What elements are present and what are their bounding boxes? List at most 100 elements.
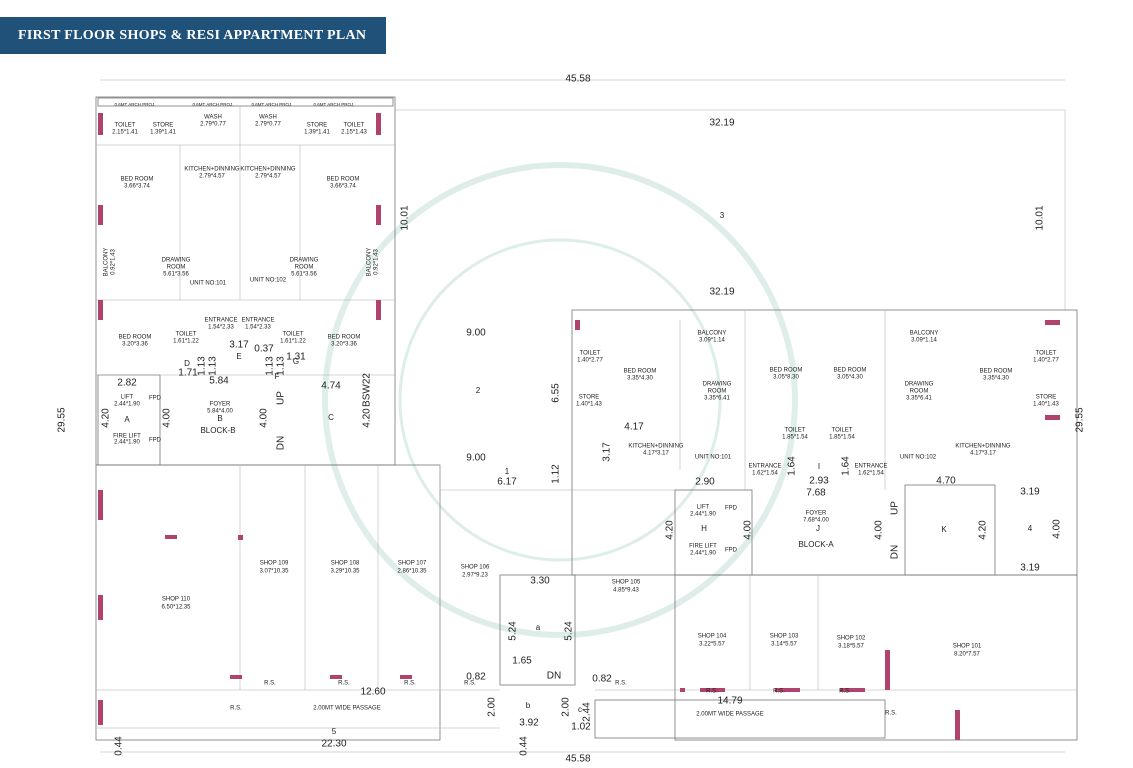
room-label: FPD <box>149 396 162 402</box>
dimension-label: 32.19 <box>709 287 734 298</box>
room-label: TOILET <box>344 123 365 129</box>
room-label: ROOM <box>295 265 314 271</box>
dimension-label: 3.92 <box>519 718 539 729</box>
dimension-label: 1.13 <box>265 356 276 376</box>
dimension-label: 45.58 <box>565 74 590 85</box>
zone-marker: 5 <box>332 727 337 736</box>
room-label: 1.39*1.41 <box>304 130 330 136</box>
dimension-label: UP <box>890 501 901 515</box>
room-label: 2.79*4.57 <box>199 174 225 180</box>
room-label: FIRE LIFT <box>689 544 717 550</box>
room-label: BLOCK-A <box>798 540 834 549</box>
dimension-label: DN <box>276 436 287 450</box>
wall-segment <box>98 595 103 620</box>
dimension-label: DN <box>890 545 901 559</box>
wall-segment <box>330 675 342 679</box>
dimension-label: 0.44 <box>519 736 530 756</box>
room-label: 1.40*2.77 <box>1033 358 1059 364</box>
wall <box>499 574 576 686</box>
zone-marker: 2 <box>476 386 481 395</box>
room-label: 3.14*5.57 <box>771 642 797 648</box>
room-label: TOILET <box>580 351 601 357</box>
room-label: BALCONY <box>104 248 110 277</box>
room-label: FIRE LIFT <box>113 434 141 440</box>
room-label: ROOM <box>708 389 727 395</box>
room-label: 1.62*1.54 <box>858 471 884 477</box>
dimension-label: 3.30 <box>530 576 550 587</box>
room-label: STORE <box>1036 395 1057 401</box>
dimension-label: 0.82 <box>466 672 486 683</box>
dimension-label: 0.37 <box>254 344 274 355</box>
wall-segment <box>165 535 177 539</box>
room-label: 3.66*3.74 <box>330 184 356 190</box>
room-label: BED ROOM <box>834 368 867 374</box>
dimension-label: 4.00 <box>874 520 885 540</box>
walls <box>95 79 1078 753</box>
room-label: LIFT <box>121 395 134 401</box>
room-label: 2.15*1.41 <box>112 130 138 136</box>
dimension-label: 32.19 <box>709 118 734 129</box>
wall <box>594 699 886 739</box>
dimension-label: 22.30 <box>321 739 346 750</box>
wall-segment <box>98 300 103 320</box>
room-label: 2.79*4.57 <box>255 174 281 180</box>
dimension-label: 4.20 <box>978 520 989 540</box>
wall-segment <box>98 113 103 135</box>
room-label: 4.85*9.43 <box>613 588 639 594</box>
room-label: KITCHEN+DINNING <box>240 167 296 173</box>
dimension-label: 10.01 <box>400 205 411 230</box>
room-label: 8.20*7.57 <box>954 652 980 658</box>
dimension-label: BSW22 <box>362 373 373 407</box>
zone-marker: 3 <box>720 211 725 220</box>
room-label: SHOP 101 <box>953 644 982 650</box>
room-label: STORE <box>153 123 174 129</box>
room-label: 0.92*1.43 <box>111 248 117 274</box>
room-label: 3.35*4.30 <box>983 376 1009 382</box>
room-label: DRAWING <box>162 258 191 264</box>
room-label: 1.85*1.54 <box>829 435 855 441</box>
room-label: 3.20*3.36 <box>122 342 148 348</box>
zone-marker: C <box>328 413 334 422</box>
room-label: SHOP 106 <box>461 565 490 571</box>
room-label: SHOP 108 <box>331 561 360 567</box>
wall <box>95 96 396 466</box>
room-label: UNIT NO:102 <box>250 278 287 284</box>
room-label: UNIT NO:101 <box>695 455 732 461</box>
room-label: KITCHEN+DINNING <box>184 167 240 173</box>
dimension-label: 4.20 <box>665 520 676 540</box>
dimension-label: 1.31 <box>286 352 306 363</box>
wall-segment <box>98 700 103 725</box>
dimension-label: 4.00 <box>1052 519 1063 539</box>
dimension-label: 3.17 <box>602 442 613 462</box>
zone-marker: D <box>184 359 190 368</box>
dimension-label: 1.13 <box>276 356 287 376</box>
room-label: DRAWING <box>290 258 319 264</box>
room-label: 3.09*1.14 <box>699 338 725 344</box>
room-label: TOILET <box>1036 351 1057 357</box>
room-label: 2.00MT WIDE PASSAGE <box>696 712 763 718</box>
wall <box>97 97 394 107</box>
dimension-label: 1.65 <box>512 656 532 667</box>
dimension-label: 45.58 <box>565 754 590 765</box>
room-label: 2.44*1.90 <box>690 512 716 518</box>
room-label: 2.00MT WIDE PASSAGE <box>313 706 380 712</box>
room-label: BALCONY <box>698 331 727 337</box>
room-label: 2.79*0.77 <box>255 122 281 128</box>
room-label: STORE <box>307 123 328 129</box>
dimension-label: 12.60 <box>360 687 385 698</box>
dimension-label: 5.24 <box>564 621 575 641</box>
dimension-label: 2.44 <box>582 702 593 722</box>
wall-segment <box>376 113 381 135</box>
room-label: TOILET <box>176 332 197 338</box>
room-label: R.S. <box>464 681 476 687</box>
zone-marker: A <box>124 415 130 424</box>
dimension-label: 1.13 <box>208 356 219 376</box>
room-label: 1.40*2.77 <box>577 358 603 364</box>
room-label: SHOP 105 <box>612 580 641 586</box>
room-label: DRAWING <box>703 382 732 388</box>
room-label: 1.39*1.41 <box>150 130 176 136</box>
dimension-label: 14.79 <box>717 696 742 707</box>
room-label: 3.18*5.57 <box>838 644 864 650</box>
